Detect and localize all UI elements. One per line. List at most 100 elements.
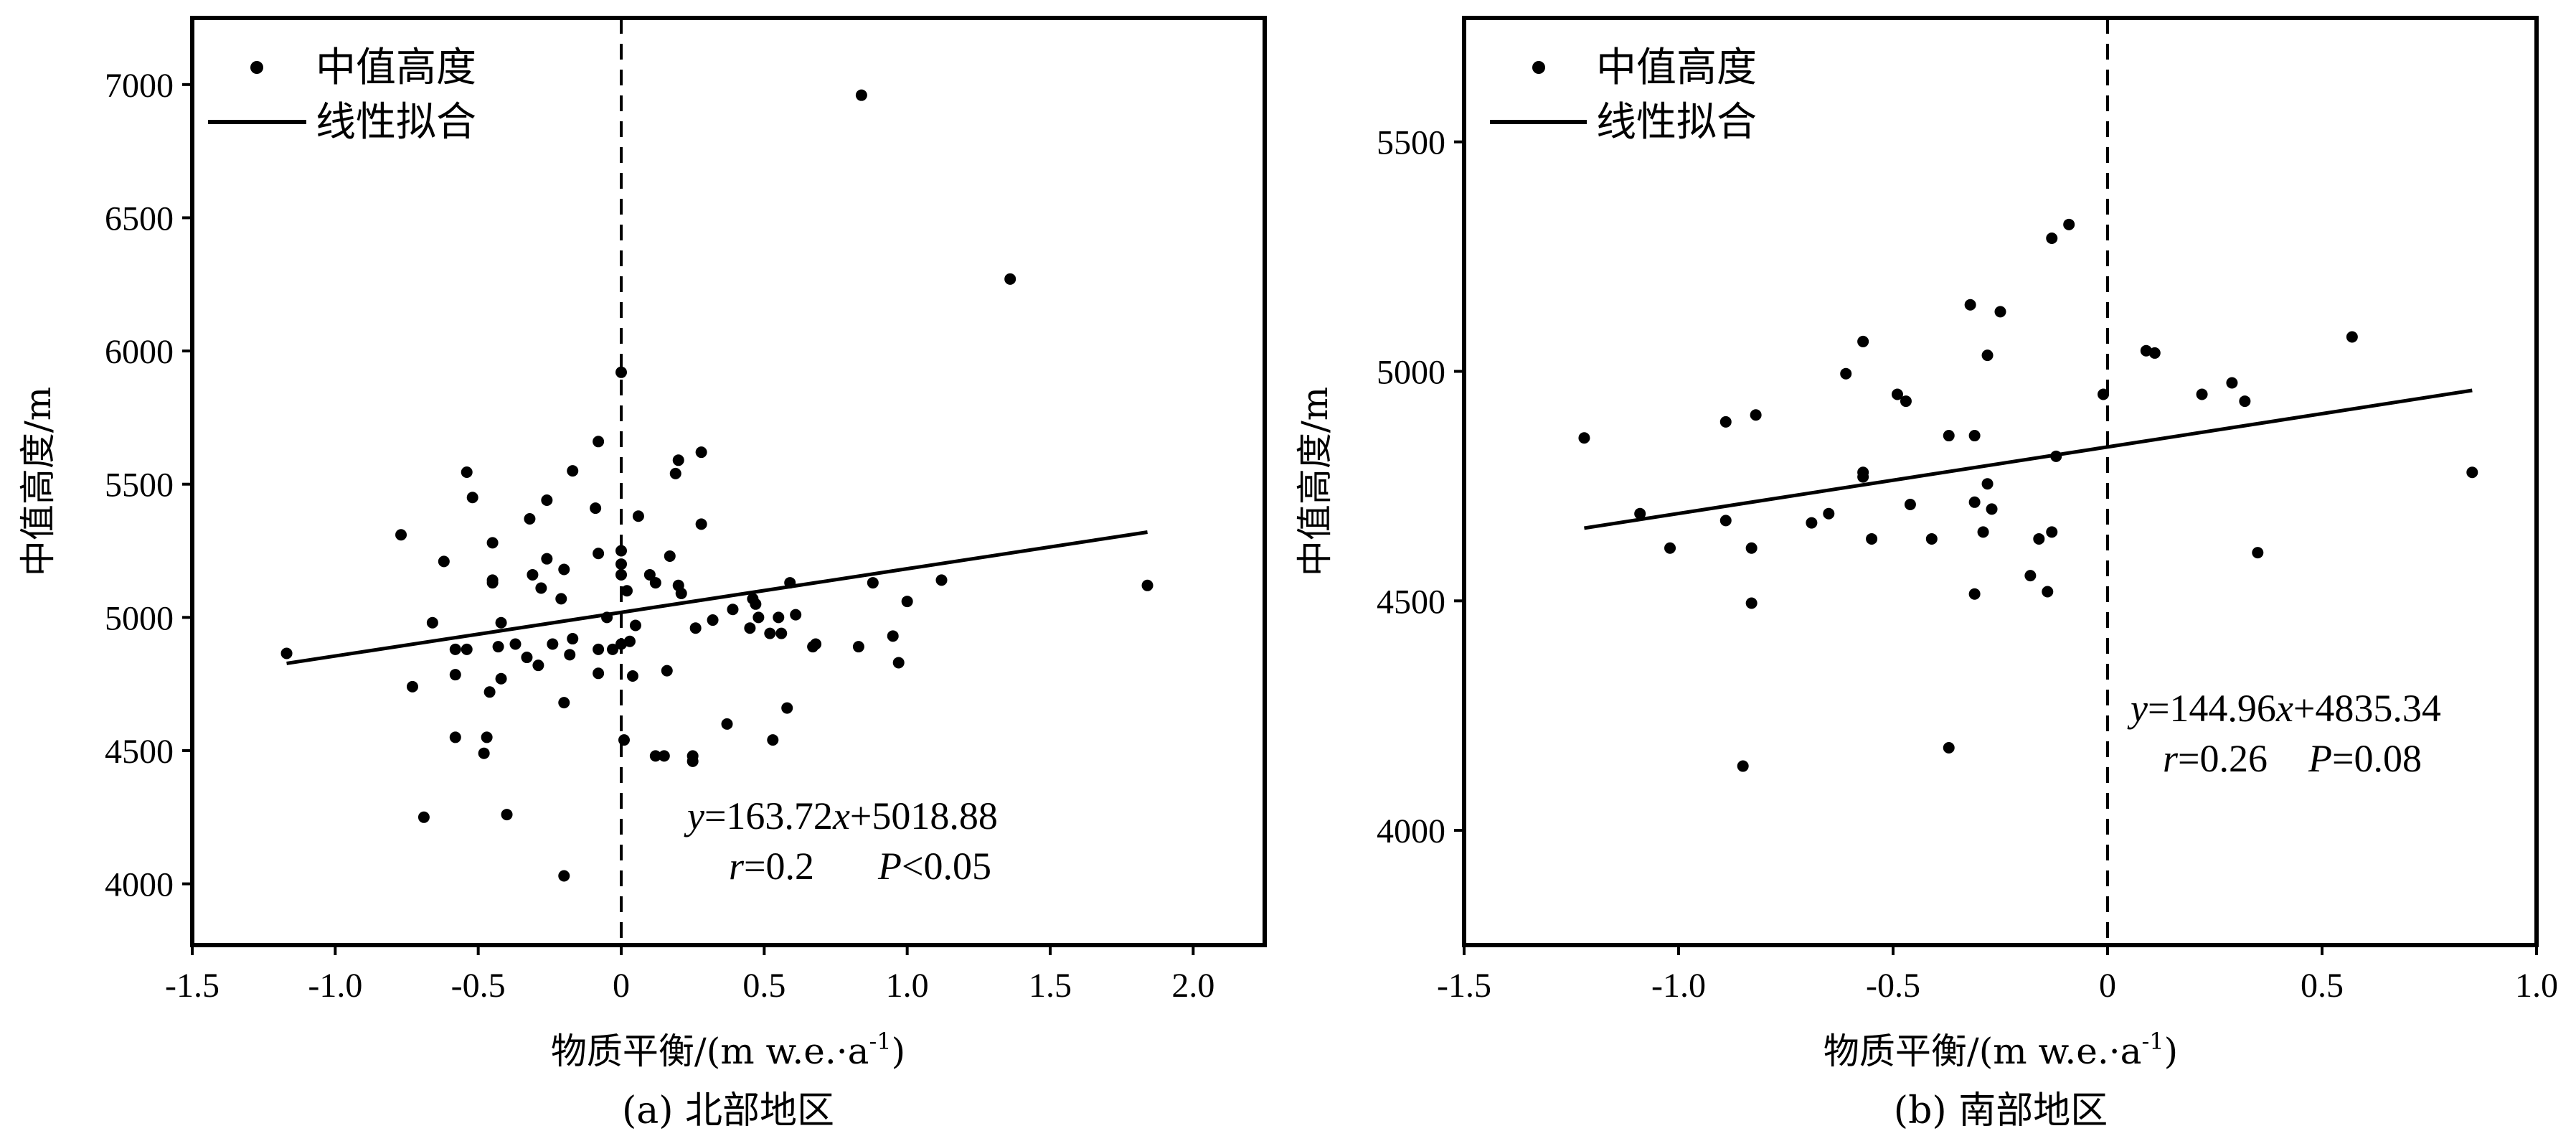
data-point-north bbox=[649, 750, 661, 762]
data-point-north bbox=[784, 577, 796, 589]
data-point-north bbox=[492, 641, 504, 653]
regression-line-south bbox=[1584, 388, 2473, 530]
data-point-south bbox=[1806, 517, 1818, 529]
data-point-north bbox=[695, 446, 707, 459]
stat-p-label-north: P bbox=[877, 845, 902, 888]
y-tick-label-north: 4500 bbox=[105, 733, 174, 771]
data-point-south bbox=[1664, 542, 1676, 554]
data-point-north bbox=[852, 641, 864, 653]
data-point-south bbox=[1840, 367, 1852, 380]
data-point-north bbox=[1141, 579, 1153, 591]
x-tick-label-south: 0.5 bbox=[2301, 967, 2344, 1005]
stat-r-value-north: =0.2 bbox=[744, 845, 814, 888]
eq-y-south: y bbox=[2127, 687, 2148, 730]
data-point-north bbox=[672, 454, 684, 466]
data-point-north bbox=[532, 659, 544, 672]
data-point-north bbox=[567, 633, 579, 645]
eq-x-south: x bbox=[2275, 687, 2293, 730]
data-point-north bbox=[935, 574, 948, 586]
data-point-north bbox=[417, 811, 430, 823]
fit-line-south bbox=[1584, 388, 2473, 530]
y-tick-label-north: 4000 bbox=[105, 866, 174, 904]
stat-p-value-north: <0.05 bbox=[902, 845, 991, 888]
y-tick-label-north: 5000 bbox=[105, 599, 174, 637]
y-tick-label-north: 6000 bbox=[105, 333, 174, 371]
data-point-south bbox=[2148, 347, 2161, 359]
data-point-north bbox=[781, 702, 793, 714]
eq-x-north: x bbox=[832, 794, 850, 837]
x-axis-label-sup-south: -1 bbox=[2141, 1028, 2164, 1055]
data-point-south bbox=[2239, 395, 2251, 408]
y-tick-label-north: 6500 bbox=[105, 199, 174, 238]
data-point-north bbox=[541, 553, 553, 565]
data-point-south bbox=[1634, 507, 1646, 520]
data-point-north bbox=[558, 870, 570, 882]
data-point-south bbox=[1943, 741, 1955, 754]
x-axis-label-sup-north: -1 bbox=[869, 1028, 891, 1055]
data-point-north bbox=[664, 550, 676, 562]
data-point-north bbox=[618, 734, 630, 746]
data-point-north bbox=[810, 638, 822, 650]
x-axis-label-main-north: 物质平衡/(m w.e.·a bbox=[551, 1031, 869, 1072]
data-point-south bbox=[2046, 233, 2058, 245]
data-point-south bbox=[1737, 760, 1749, 772]
eq-intercept-north: +5018.88 bbox=[850, 794, 998, 837]
data-point-south bbox=[2042, 586, 2054, 598]
x-tick-label-south: 0 bbox=[2099, 967, 2116, 1005]
legend-fit-label-north: 线性拟合 bbox=[316, 99, 476, 146]
caption-south: (b) 南部地区 bbox=[1894, 1089, 2108, 1132]
panel-south: -1.5 -1.0 -0.5 0 0.5 1.0 4000 4500 5000 5500 中值高度… bbox=[1294, 16, 2558, 1132]
data-point-north bbox=[790, 609, 802, 621]
x-tick-label-north: 0 bbox=[613, 967, 630, 1005]
data-point-south bbox=[2466, 466, 2478, 479]
regression-line-north bbox=[286, 530, 1148, 665]
data-point-south bbox=[1943, 430, 1955, 442]
legend-marker-south bbox=[1532, 61, 1545, 74]
data-point-south bbox=[1986, 503, 1998, 515]
data-point-north bbox=[615, 568, 627, 581]
data-point-north bbox=[615, 366, 627, 378]
data-point-south bbox=[1750, 409, 1762, 421]
data-point-south bbox=[2226, 377, 2238, 389]
data-point-north bbox=[527, 568, 539, 581]
data-point-north bbox=[775, 627, 788, 639]
x-axis-label-north: 物质平衡/(m w.e.·a-1) bbox=[551, 1028, 905, 1072]
data-point-south bbox=[1719, 515, 1732, 527]
data-point-north bbox=[483, 686, 496, 698]
data-point-north bbox=[547, 638, 559, 650]
data-point-north bbox=[721, 718, 733, 730]
data-point-north bbox=[649, 577, 661, 589]
data-point-north bbox=[521, 652, 533, 664]
data-point-north bbox=[750, 598, 762, 610]
data-point-south bbox=[2140, 344, 2152, 357]
eq-y-north: y bbox=[684, 794, 704, 837]
data-point-north bbox=[1004, 273, 1016, 285]
data-point-north bbox=[593, 436, 605, 448]
y-tick-label-north: 7000 bbox=[105, 67, 174, 105]
x-tick-label-north: -1.0 bbox=[308, 967, 362, 1005]
data-point-north bbox=[607, 643, 619, 655]
data-point-north bbox=[449, 731, 461, 743]
legend-points-label-north: 中值高度 bbox=[316, 44, 476, 91]
data-point-south bbox=[1925, 532, 1938, 545]
stat-r-label-south: r bbox=[2163, 737, 2179, 780]
data-point-south bbox=[2050, 450, 2062, 462]
data-point-south bbox=[2196, 388, 2208, 400]
data-point-north bbox=[669, 467, 681, 479]
data-point-south bbox=[2252, 547, 2264, 559]
stats-p-south: P=0.08 bbox=[2308, 737, 2422, 780]
y-tick-label-south: 5000 bbox=[1377, 353, 1445, 391]
legend-north: 中值高度 线性拟合 bbox=[208, 44, 476, 146]
x-tick-label-north: -0.5 bbox=[451, 967, 506, 1005]
data-point-north bbox=[541, 494, 553, 506]
data-point-north bbox=[643, 568, 656, 581]
y-tick-label-south: 5500 bbox=[1377, 124, 1445, 162]
data-point-south bbox=[2046, 526, 2058, 538]
data-point-north bbox=[461, 643, 473, 655]
data-point-north bbox=[509, 638, 522, 650]
data-point-south bbox=[1823, 507, 1835, 520]
data-point-north bbox=[555, 593, 567, 605]
stats-r-north: r=0.2 bbox=[729, 845, 814, 888]
data-point-north bbox=[478, 747, 490, 759]
